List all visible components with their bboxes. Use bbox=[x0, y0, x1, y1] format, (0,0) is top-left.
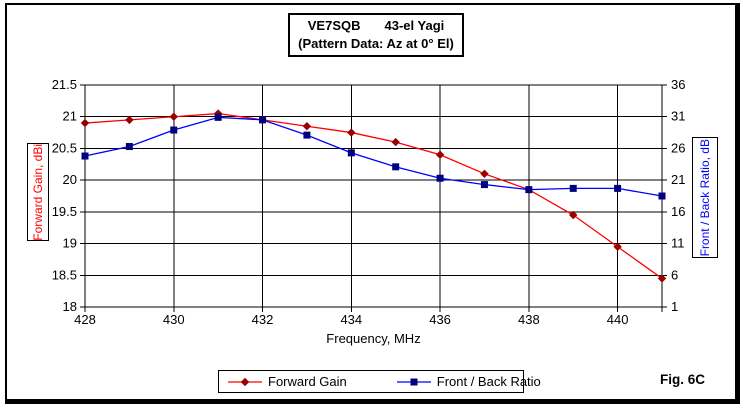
svg-text:440: 440 bbox=[607, 312, 629, 327]
svg-text:26: 26 bbox=[671, 140, 685, 155]
chart-title-line1: VE7SQB 43-el Yagi bbox=[308, 17, 445, 35]
svg-text:438: 438 bbox=[518, 312, 540, 327]
legend-box: Forward Gain Front / Back Ratio bbox=[218, 370, 541, 393]
svg-text:20: 20 bbox=[63, 172, 77, 187]
svg-text:16: 16 bbox=[671, 204, 685, 219]
legend-line-sample-forward-gain bbox=[228, 377, 262, 386]
svg-text:430: 430 bbox=[163, 312, 185, 327]
legend-line-sample-front-back-ratio bbox=[396, 378, 431, 385]
right-axis-title-box: Front / Back Ratio, dB bbox=[692, 137, 718, 258]
svg-text:436: 436 bbox=[429, 312, 451, 327]
chart-title-callsign: VE7SQB bbox=[307, 18, 361, 33]
chart-title-line2: (Pattern Data: Az at 0° El) bbox=[298, 36, 454, 51]
figure-frame bbox=[5, 3, 740, 404]
svg-text:18: 18 bbox=[63, 299, 77, 314]
svg-text:21: 21 bbox=[671, 172, 685, 187]
svg-text:21.5: 21.5 bbox=[52, 77, 77, 92]
svg-text:434: 434 bbox=[340, 312, 362, 327]
svg-text:21: 21 bbox=[63, 109, 77, 124]
svg-text:20.5: 20.5 bbox=[52, 140, 77, 155]
svg-text:19: 19 bbox=[63, 236, 77, 251]
legend-item-forward-gain: Forward Gain bbox=[228, 374, 347, 389]
svg-text:19.5: 19.5 bbox=[52, 204, 77, 219]
right-axis-title: Front / Back Ratio, dB bbox=[698, 138, 712, 257]
legend-label-forward-gain: Forward Gain bbox=[268, 374, 347, 389]
figure-label: Fig. 6C bbox=[660, 372, 706, 387]
left-axis-title-box: Forward Gain, dBi bbox=[27, 143, 49, 241]
chart-title-antenna: 43-el Yagi bbox=[384, 18, 445, 33]
svg-text:11: 11 bbox=[671, 236, 685, 251]
legend-label-front-back-ratio: Front / Back Ratio bbox=[436, 374, 541, 389]
svg-text:1: 1 bbox=[671, 299, 678, 314]
svg-text:18.5: 18.5 bbox=[52, 267, 77, 282]
legend-item-front-back-ratio: Front / Back Ratio bbox=[396, 374, 541, 389]
x-axis-title: Frequency, MHz bbox=[326, 331, 421, 346]
svg-text:428: 428 bbox=[74, 312, 96, 327]
svg-text:432: 432 bbox=[252, 312, 274, 327]
left-axis-title: Forward Gain, dBi bbox=[31, 143, 45, 241]
svg-text:6: 6 bbox=[671, 267, 678, 282]
chart-title-box: VE7SQB 43-el Yagi (Pattern Data: Az at 0… bbox=[288, 13, 464, 57]
svg-text:36: 36 bbox=[671, 77, 685, 92]
svg-text:31: 31 bbox=[671, 109, 685, 124]
